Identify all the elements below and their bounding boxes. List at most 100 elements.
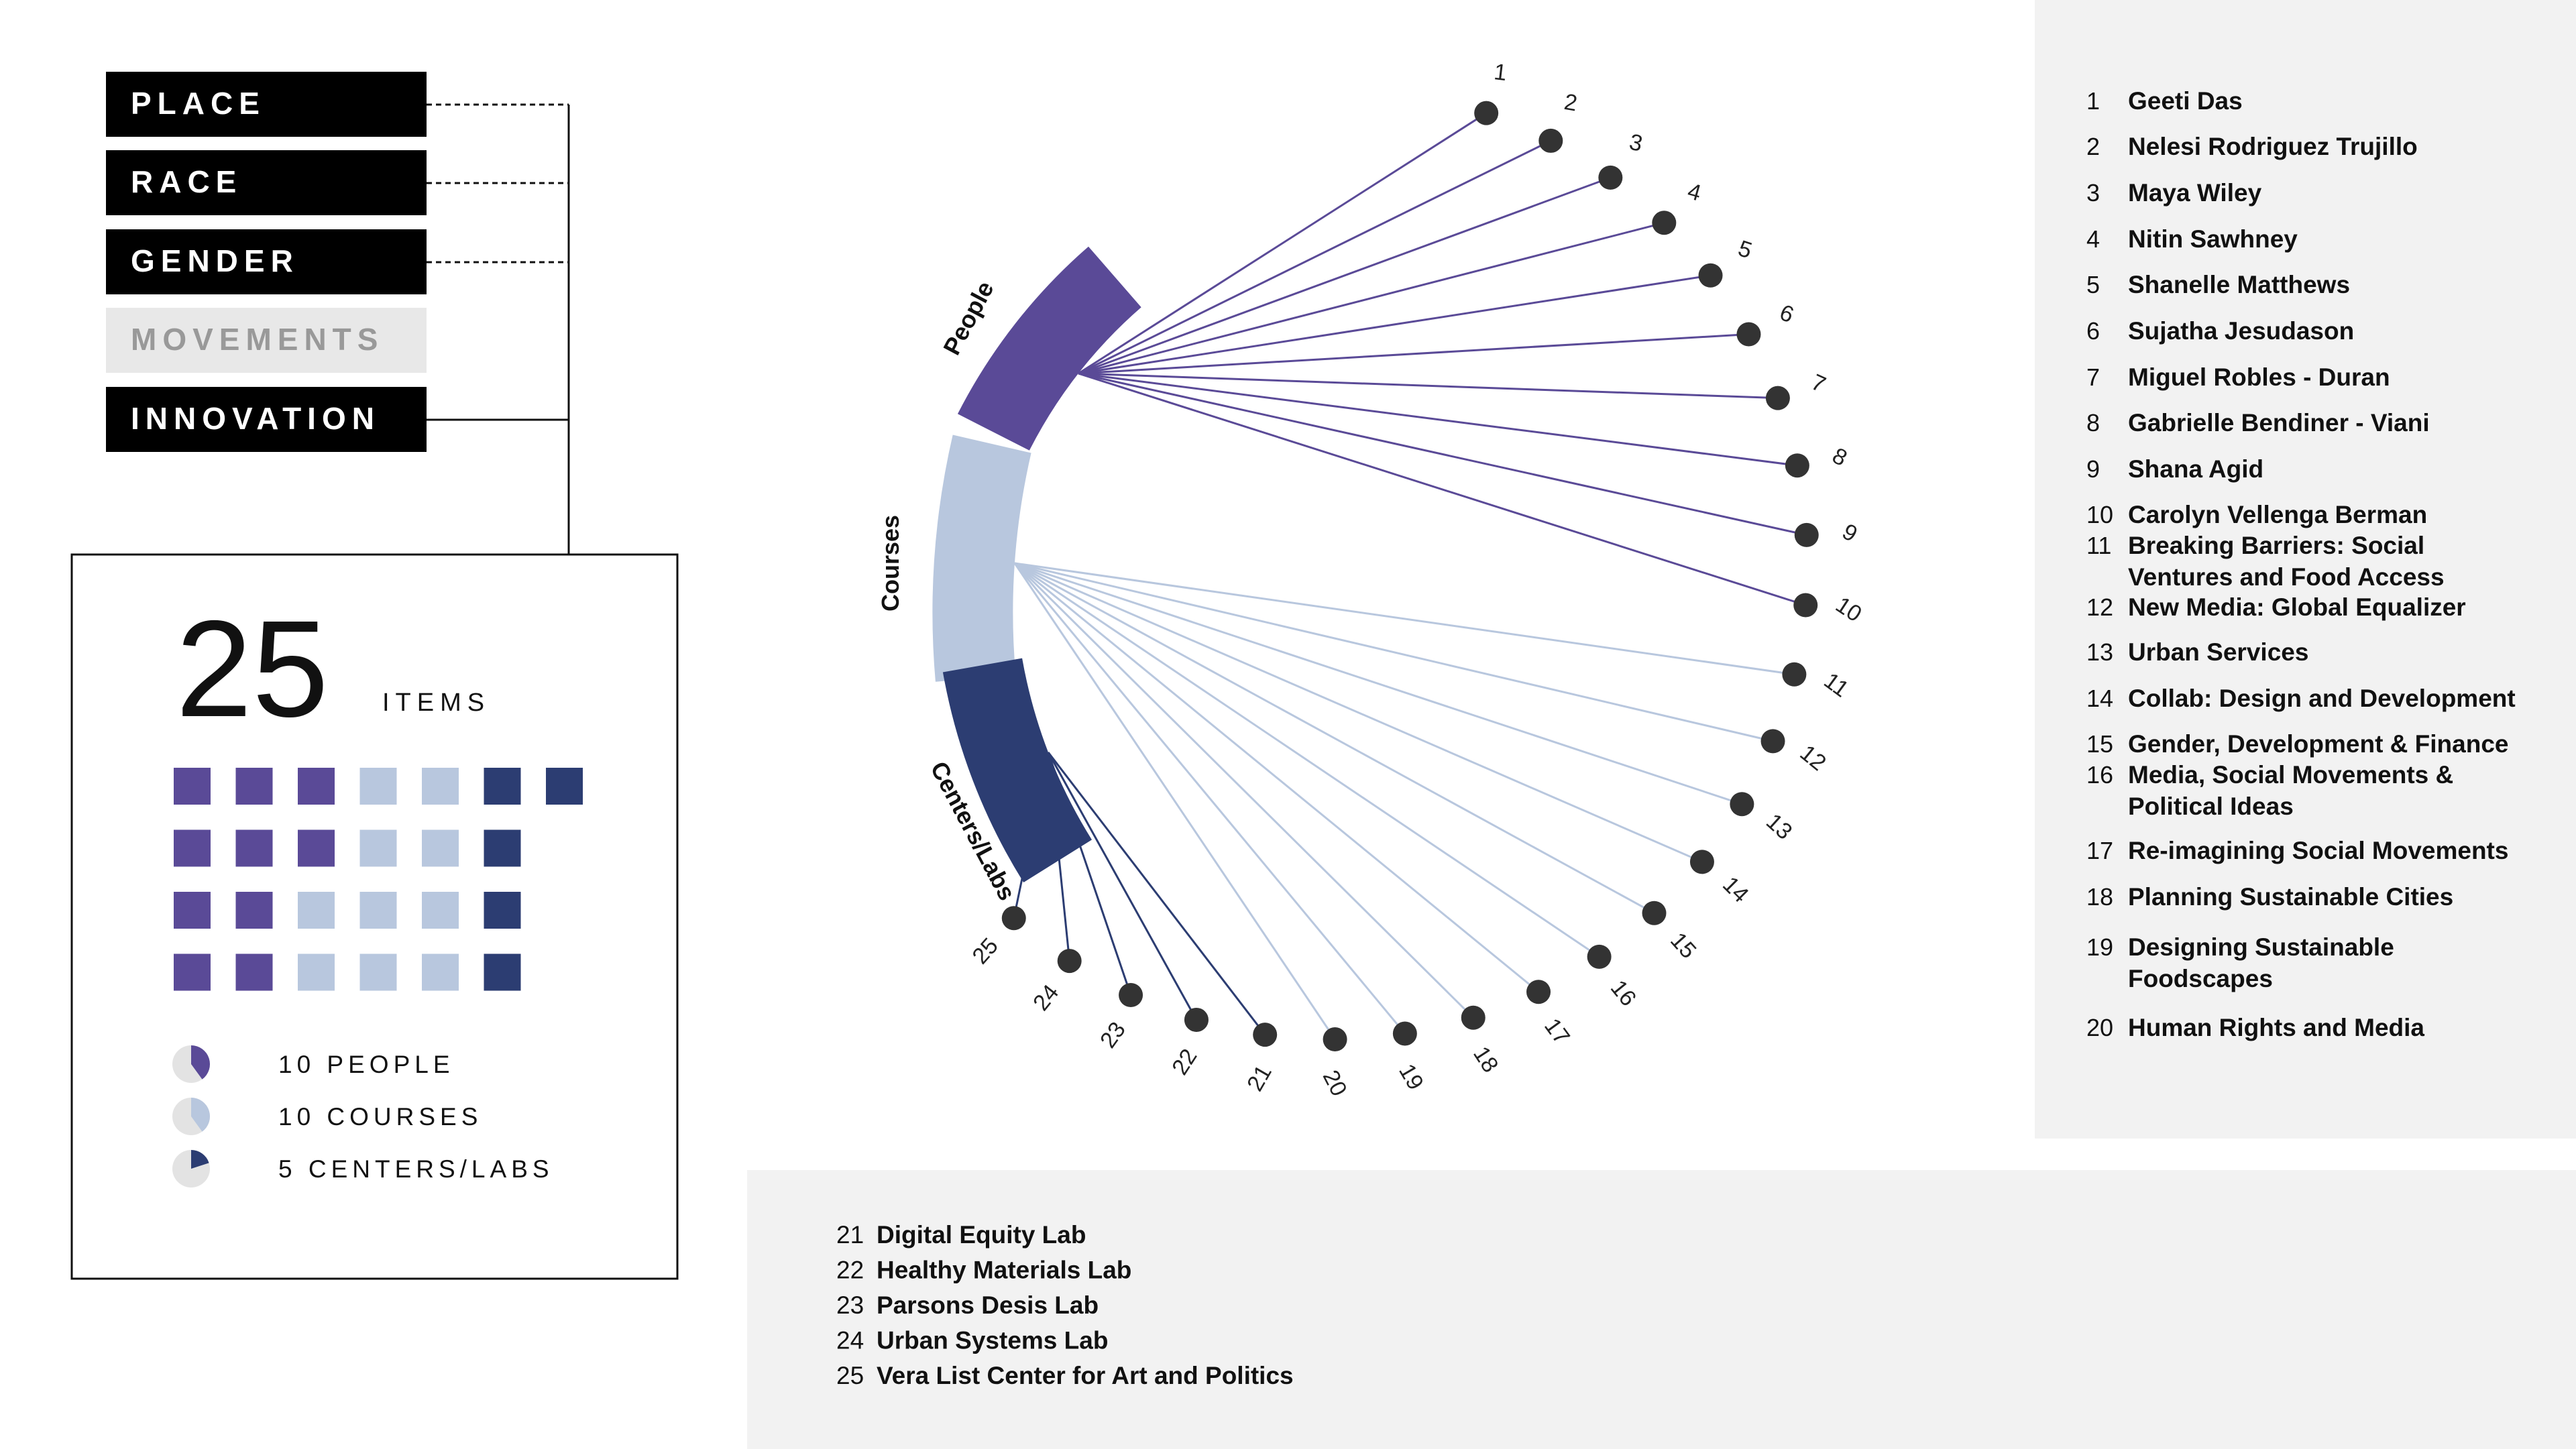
legend-entry-2: 2 Nelesi Rodriguez Trujillo — [2086, 133, 2418, 160]
node-label: 16 — [1606, 976, 1641, 1011]
node-23[interactable]: 23 — [1095, 983, 1143, 1053]
legend-number: 11 — [2086, 532, 2111, 559]
grid-square-centers — [484, 953, 521, 991]
node-16[interactable]: 16 — [1587, 944, 1641, 1011]
node-14[interactable]: 14 — [1689, 850, 1754, 908]
legend-entry-6: 6 Sujatha Jesudason — [2086, 317, 2354, 345]
legend-number: 15 — [2086, 730, 2113, 758]
node-5[interactable]: 5 — [1698, 235, 1755, 288]
node-dot — [1474, 101, 1499, 125]
node-7[interactable]: 7 — [1765, 369, 1830, 410]
legend-name: Vera List Center for Art and Politics — [877, 1362, 1294, 1389]
legend-name: Re-imagining Social Movements — [2128, 837, 2508, 864]
node-dot — [1323, 1027, 1347, 1051]
node-18[interactable]: 18 — [1461, 1005, 1504, 1078]
node-1[interactable]: 1 — [1474, 59, 1508, 125]
node-20[interactable]: 20 — [1318, 1027, 1352, 1100]
legend-entry-19: 19 Designing Sustainable Foodscapes — [2086, 933, 2394, 992]
edge — [1078, 333, 1749, 375]
node-15[interactable]: 15 — [1642, 901, 1701, 964]
node-11[interactable]: 11 — [1782, 662, 1853, 703]
node-dot — [1253, 1023, 1278, 1047]
legend-number: 12 — [2086, 593, 2113, 621]
category-button-innovation[interactable]: INNOVATION — [106, 387, 427, 452]
node-13[interactable]: 13 — [1730, 792, 1797, 845]
node-dot — [1765, 386, 1790, 410]
legend-entry-15: 15 Gender, Development & Finance — [2086, 730, 2508, 758]
category-label: PLACE — [131, 86, 266, 121]
node-label: 22 — [1167, 1045, 1202, 1080]
node-24[interactable]: 24 — [1028, 949, 1082, 1016]
node-25[interactable]: 25 — [967, 906, 1026, 969]
node-dot — [1760, 729, 1785, 754]
legend-name: Shana Agid — [2128, 455, 2263, 483]
node-label: 18 — [1468, 1042, 1503, 1077]
grid-square-people — [174, 768, 211, 805]
legend-name: Geeti Das — [2128, 87, 2243, 115]
edges — [1013, 112, 1807, 1040]
legend-number: 6 — [2086, 317, 2100, 345]
category-button-movements[interactable]: MOVEMENTS — [106, 308, 427, 373]
edge — [1014, 562, 1655, 915]
total-label: ITEMS — [382, 689, 490, 717]
legend-entry-10: 10 Carolyn Vellenga Berman — [2086, 501, 2427, 528]
edge — [1078, 372, 1778, 400]
pie-slice — [191, 1150, 209, 1169]
legend-entry-1: 1 Geeti Das — [2086, 87, 2243, 115]
node-6[interactable]: 6 — [1736, 300, 1797, 347]
node-label: 10 — [1831, 592, 1866, 628]
category-button-gender[interactable]: GENDER — [106, 229, 427, 294]
node-12[interactable]: 12 — [1760, 729, 1831, 776]
legend-entry-17: 17 Re-imagining Social Movements — [2086, 837, 2508, 864]
legend-number: 7 — [2086, 363, 2100, 391]
node-label: 3 — [1627, 129, 1645, 157]
pie-slice — [191, 1045, 210, 1080]
nodes: 1234567891011121314151617181920212223242… — [967, 59, 1866, 1100]
legend-name: Gabrielle Bendiner - Viani — [2128, 409, 2430, 437]
category-button-place[interactable]: PLACE — [106, 72, 427, 137]
legend-number: 25 — [836, 1362, 864, 1389]
grid-square-courses — [422, 953, 459, 991]
node-21[interactable]: 21 — [1242, 1023, 1278, 1096]
legend-number: 24 — [836, 1327, 864, 1354]
edge — [1078, 274, 1711, 375]
edge — [1014, 562, 1703, 863]
node-10[interactable]: 10 — [1793, 592, 1866, 628]
node-4[interactable]: 4 — [1652, 178, 1704, 235]
legend-number: 13 — [2086, 638, 2113, 666]
category-label: MOVEMENTS — [131, 322, 384, 357]
legend-number: 1 — [2086, 87, 2100, 115]
edge — [1078, 112, 1487, 375]
legend-name: Healthy Materials Lab — [877, 1257, 1131, 1284]
legend-entry-21: 21 Digital Equity Lab — [836, 1221, 1086, 1249]
node-2[interactable]: 2 — [1538, 89, 1579, 153]
category-buttons: PLACE RACE GENDER MOVEMENTS INNOVATION — [106, 72, 427, 452]
node-3[interactable]: 3 — [1598, 129, 1645, 190]
edge — [1014, 562, 1742, 805]
node-22[interactable]: 22 — [1167, 1007, 1209, 1080]
grid-square-courses — [422, 768, 459, 805]
grid-square-courses — [359, 892, 397, 929]
legend-name: Digital Equity Lab — [877, 1221, 1086, 1249]
legend-entry-5: 5 Shanelle Matthews — [2086, 271, 2350, 298]
legend-name: Media, Social Movements & Political Ideas — [2128, 761, 2453, 820]
edge — [1047, 752, 1198, 1021]
legend-name: Sujatha Jesudason — [2128, 317, 2354, 345]
legend-entry-22: 22 Healthy Materials Lab — [836, 1257, 1131, 1284]
legend-number: 10 — [2086, 501, 2113, 528]
node-label: 6 — [1776, 300, 1797, 328]
node-label: 11 — [1819, 668, 1854, 703]
node-label: 15 — [1665, 927, 1701, 964]
legend-number: 2 — [2086, 133, 2100, 160]
grid-square-courses — [359, 768, 397, 805]
node-19[interactable]: 19 — [1392, 1021, 1429, 1094]
legend-number: 9 — [2086, 455, 2100, 483]
node-8[interactable]: 8 — [1785, 443, 1851, 478]
grid-square-centers — [546, 768, 583, 805]
node-17[interactable]: 17 — [1526, 980, 1575, 1049]
legend-entry-4: 4 Nitin Sawhney — [2086, 225, 2298, 253]
edge — [1013, 563, 1406, 1035]
node-9[interactable]: 9 — [1794, 519, 1862, 547]
legend-number: 23 — [836, 1291, 864, 1319]
category-button-race[interactable]: RACE — [106, 150, 427, 215]
